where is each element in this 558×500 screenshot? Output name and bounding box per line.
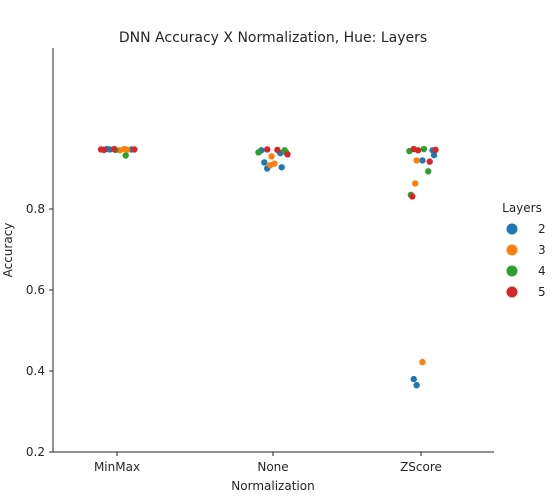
legend-label: 5	[538, 285, 546, 299]
y-tick-label: 0.6	[26, 283, 45, 297]
data-point	[284, 151, 291, 158]
data-point	[131, 146, 138, 153]
data-point	[100, 146, 108, 154]
legend-label: 4	[538, 264, 546, 278]
plot-area	[97, 145, 439, 389]
data-point	[426, 158, 433, 165]
data-point	[425, 168, 432, 175]
data-point	[432, 146, 439, 154]
data-point	[261, 159, 268, 166]
series-5	[97, 145, 439, 200]
series-3	[116, 145, 426, 366]
y-tick-label: 0.8	[26, 202, 45, 216]
data-point	[413, 381, 420, 389]
x-ticks: MinMax None ZScore	[94, 452, 442, 474]
x-tick-label: ZScore	[400, 460, 442, 474]
data-point	[264, 146, 271, 153]
data-point	[419, 358, 426, 366]
x-tick-label: None	[257, 460, 288, 474]
y-ticks: 0.2 0.4 0.6 0.8	[26, 202, 53, 459]
data-point	[278, 164, 285, 171]
data-point	[419, 157, 426, 164]
legend-title: Layers	[502, 201, 542, 215]
data-point	[122, 152, 129, 159]
legend-marker	[506, 286, 518, 298]
data-point	[414, 147, 422, 154]
data-point	[409, 193, 416, 200]
y-tick-label: 0.2	[26, 445, 45, 459]
x-axis-label: Normalization	[231, 479, 314, 493]
data-point	[255, 149, 262, 156]
y-axis-label: Accuracy	[1, 223, 15, 278]
y-tick-label: 0.4	[26, 364, 45, 378]
legend-marker	[506, 223, 518, 235]
legend-marker	[506, 265, 518, 277]
data-point	[430, 151, 438, 159]
data-point	[271, 160, 278, 167]
data-point	[123, 146, 131, 154]
data-point	[110, 145, 118, 153]
legend-marker	[506, 244, 518, 256]
data-point	[274, 146, 281, 154]
data-point	[412, 180, 419, 187]
data-point	[410, 375, 417, 383]
chart-title: DNN Accuracy X Normalization, Hue: Layer…	[119, 30, 427, 46]
legend: Layers 2 3 4 5	[502, 201, 546, 299]
legend-label: 2	[538, 222, 546, 236]
series-2	[103, 145, 438, 389]
data-point	[268, 153, 275, 160]
legend-label: 3	[538, 243, 546, 257]
x-tick-label: MinMax	[94, 460, 140, 474]
data-point	[420, 145, 428, 153]
data-point	[413, 157, 420, 164]
